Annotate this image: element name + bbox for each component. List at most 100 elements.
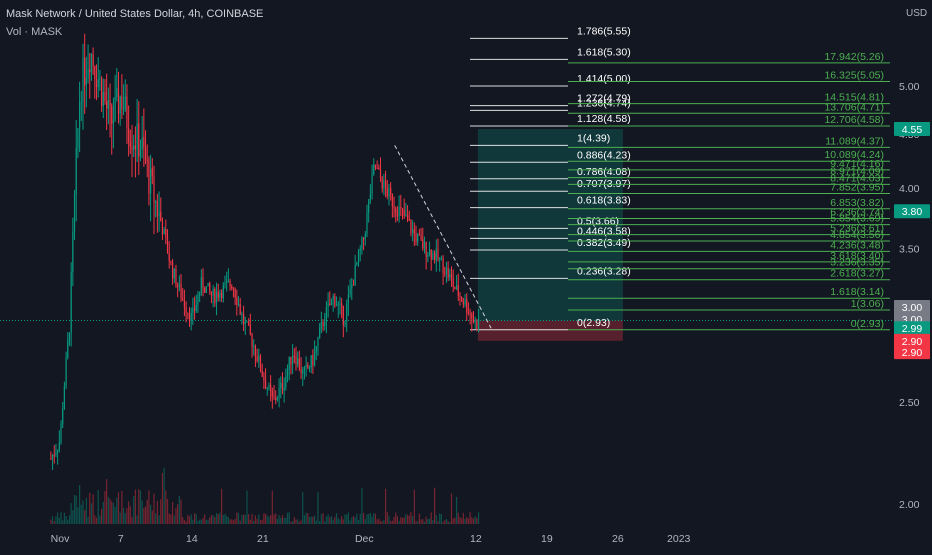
candle-body bbox=[332, 296, 334, 300]
volume-bar bbox=[466, 516, 468, 524]
candle-body bbox=[139, 149, 142, 157]
fib-retracement-label: 1.786(5.55) bbox=[577, 25, 631, 37]
candle-body bbox=[471, 313, 473, 319]
candle-body bbox=[379, 169, 382, 179]
time-tick-label: 26 bbox=[612, 533, 624, 545]
volume-bar bbox=[128, 501, 130, 524]
volume-bar bbox=[325, 516, 328, 524]
candle-body bbox=[150, 168, 152, 194]
volume-bar bbox=[469, 512, 471, 524]
volume-bar bbox=[303, 515, 306, 524]
candle-body bbox=[406, 214, 409, 220]
volume-legend[interactable]: Vol · MASK bbox=[6, 26, 63, 38]
volume-bar bbox=[310, 516, 312, 524]
fib-extension-label: 1.618(3.14) bbox=[830, 286, 884, 298]
volume-bar bbox=[368, 514, 370, 524]
volume-bar bbox=[114, 506, 116, 524]
candle-body bbox=[73, 193, 76, 232]
volume-bar bbox=[143, 507, 145, 524]
candles bbox=[50, 33, 480, 470]
volume-bar bbox=[457, 512, 459, 524]
fib-extension-label: 0(2.93) bbox=[851, 318, 884, 330]
volume-bar bbox=[90, 503, 93, 524]
candle-body bbox=[330, 299, 333, 306]
volume-bar bbox=[161, 472, 164, 524]
price-badge-label: 2.90 bbox=[902, 336, 923, 348]
volume-bar bbox=[474, 516, 476, 524]
volume-bar bbox=[136, 515, 138, 524]
candle-body bbox=[388, 188, 390, 197]
candle-body bbox=[266, 388, 268, 390]
time-tick-label: Dec bbox=[355, 533, 374, 545]
volume-bar bbox=[352, 516, 355, 524]
volume-bar bbox=[283, 517, 285, 524]
fib-retracement-label: 1.272(4.79) bbox=[577, 93, 631, 105]
volume-bar bbox=[116, 497, 118, 524]
candle-body bbox=[261, 370, 263, 378]
price-badge-label: 3.80 bbox=[902, 206, 923, 218]
candle-body bbox=[275, 397, 277, 400]
candle-body bbox=[386, 188, 388, 197]
candle-body bbox=[295, 356, 297, 365]
stop-loss-zone[interactable] bbox=[477, 320, 623, 341]
volume-bar bbox=[280, 517, 282, 524]
candle-body bbox=[237, 304, 240, 306]
volume-bar bbox=[239, 520, 241, 524]
volume-bar bbox=[379, 520, 382, 524]
candle-body bbox=[117, 87, 120, 114]
volume-bar bbox=[285, 517, 287, 524]
volume-bar bbox=[403, 517, 405, 524]
candle-body bbox=[111, 105, 113, 124]
candle-body bbox=[175, 268, 177, 287]
candle-body bbox=[57, 450, 59, 453]
volume-bar bbox=[341, 516, 343, 524]
volume-bar bbox=[312, 516, 314, 524]
volume-bar bbox=[226, 516, 228, 524]
candle-body bbox=[354, 264, 356, 286]
candle-body bbox=[50, 458, 52, 460]
candle-body bbox=[165, 229, 167, 237]
volume-bar bbox=[209, 517, 211, 524]
candle-body bbox=[68, 332, 71, 341]
candle-body bbox=[412, 229, 414, 233]
candle-body bbox=[381, 178, 383, 189]
candle-body bbox=[271, 391, 273, 397]
volume-bar bbox=[315, 520, 317, 524]
price-badge bbox=[894, 333, 930, 348]
volume-bar bbox=[182, 517, 184, 524]
volume-bar bbox=[65, 515, 67, 524]
volume-bar bbox=[364, 519, 366, 524]
fib-extension-label: 12.706(4.58) bbox=[824, 114, 884, 126]
candle-body bbox=[136, 123, 138, 150]
candle-body bbox=[276, 397, 278, 400]
candle-body bbox=[415, 233, 417, 243]
candle-body bbox=[104, 91, 106, 102]
fib-extension-label: 8.471(4.03) bbox=[830, 172, 884, 184]
candle-body bbox=[339, 303, 341, 305]
volume-bar bbox=[129, 506, 131, 524]
candle-body bbox=[146, 160, 148, 162]
volume-bar bbox=[477, 512, 480, 524]
fib-extension-label: 5.854(3.69) bbox=[830, 213, 884, 225]
volume-bar bbox=[156, 500, 158, 524]
candle-body bbox=[297, 358, 299, 365]
volume-bar bbox=[219, 512, 221, 524]
candle-body bbox=[254, 346, 257, 357]
price-badge-label: 4.55 bbox=[902, 124, 923, 136]
volume-bar bbox=[148, 490, 150, 524]
price-tick-label: 4.00 bbox=[899, 183, 920, 195]
symbol-title[interactable]: Mask Network / United States Dollar, 4h,… bbox=[6, 8, 264, 20]
volume-bars bbox=[50, 467, 480, 524]
candle-body bbox=[258, 355, 260, 362]
volume-bar bbox=[462, 512, 464, 524]
volume-bar bbox=[58, 517, 60, 524]
candle-body bbox=[371, 174, 373, 195]
volume-bar bbox=[388, 516, 390, 524]
volume-bar bbox=[415, 520, 417, 524]
candle-body bbox=[188, 313, 191, 322]
candle-body bbox=[242, 314, 245, 324]
candle-body bbox=[351, 284, 353, 289]
volume-bar bbox=[418, 513, 420, 524]
